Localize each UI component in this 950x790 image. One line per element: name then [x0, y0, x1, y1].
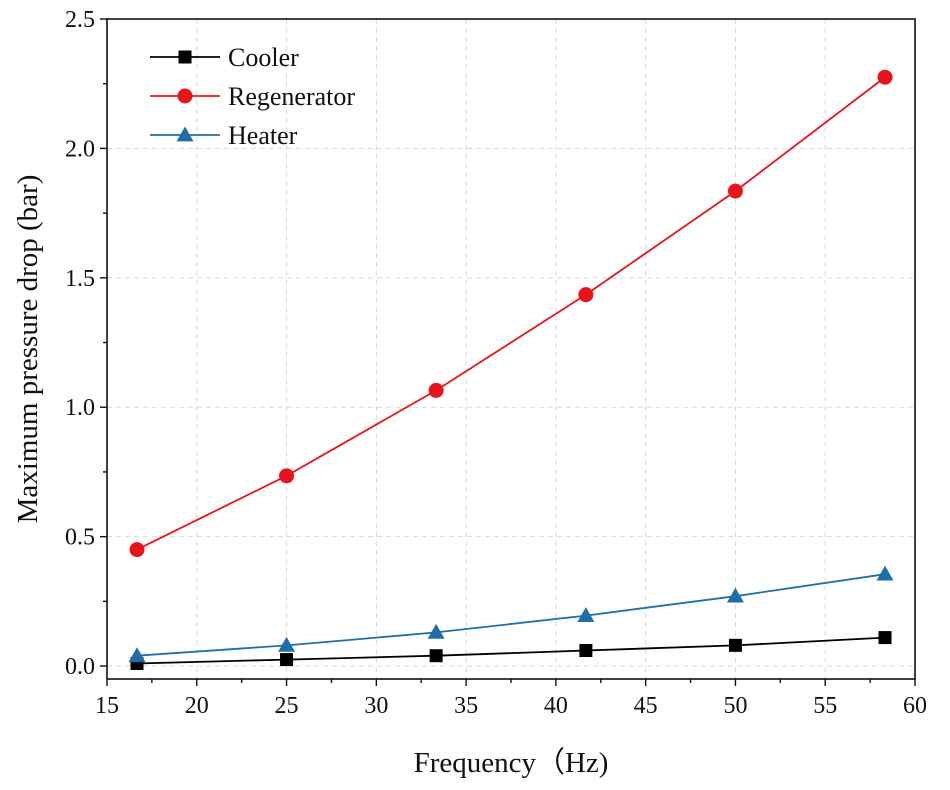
heater-point	[128, 647, 146, 663]
x-tick-label: 30	[364, 693, 388, 719]
heater-point	[278, 636, 296, 652]
legend-item-heater: Heater	[150, 121, 298, 150]
legend-item-cooler: Cooler	[150, 43, 299, 72]
regenerator-point	[877, 69, 893, 85]
legend-marker-regenerator	[177, 88, 193, 104]
axis-ticks: 15 20 25 30 35 40 45 50 55 60 0.0 0.5 1.0 1.5 2.0 2.5	[65, 7, 927, 719]
legend: Cooler Regenerator Heater	[150, 43, 355, 150]
regenerator-point	[129, 542, 145, 558]
x-tick-label: 25	[275, 693, 299, 719]
x-tick-label: 50	[723, 693, 747, 719]
x-tick-label: 45	[634, 693, 658, 719]
x-axis-title: Frequency（Hz)	[414, 747, 609, 779]
heater-line	[136, 573, 886, 657]
series-cooler	[130, 631, 892, 670]
regenerator-point	[279, 468, 295, 484]
legend-label-cooler: Cooler	[228, 43, 299, 72]
y-tick-label: 1.0	[65, 395, 95, 421]
y-tick-label: 0.0	[65, 654, 95, 680]
y-tick-label: 2.0	[65, 136, 95, 162]
x-tick-label: 15	[95, 693, 119, 719]
x-tick-label: 20	[185, 693, 209, 719]
regenerator-line	[136, 76, 886, 551]
regenerator-point	[727, 183, 743, 199]
series-group	[128, 69, 894, 670]
x-tick-label: 35	[454, 693, 478, 719]
y-tick-label: 0.5	[65, 525, 95, 551]
y-axis-title: Maximum pressure drop (bar)	[12, 175, 44, 524]
regenerator-point	[428, 382, 444, 398]
series-heater	[128, 565, 894, 663]
legend-item-regenerator: Regenerator	[150, 82, 355, 111]
regenerator-point	[578, 287, 594, 303]
cooler-point	[579, 644, 593, 658]
heater-point	[427, 623, 445, 639]
heater-point	[876, 565, 894, 581]
cooler-point	[429, 649, 443, 663]
legend-marker-cooler	[178, 50, 192, 64]
y-tick-label: 2.5	[65, 7, 95, 33]
x-tick-label: 40	[544, 693, 568, 719]
plot-frame	[106, 18, 916, 680]
series-regenerator	[129, 69, 893, 558]
x-tick-label: 60	[903, 693, 927, 719]
cooler-point	[878, 631, 892, 645]
legend-label-regenerator: Regenerator	[228, 82, 355, 111]
cooler-point	[728, 638, 742, 652]
heater-point	[577, 607, 595, 622]
grid	[107, 19, 915, 679]
cooler-point	[280, 653, 294, 667]
y-tick-label: 1.5	[65, 266, 95, 292]
legend-marker-heater	[176, 126, 194, 142]
legend-label-heater: Heater	[228, 121, 298, 150]
x-tick-label: 55	[813, 693, 837, 719]
heater-point	[726, 587, 744, 603]
cooler-line	[136, 636, 886, 665]
